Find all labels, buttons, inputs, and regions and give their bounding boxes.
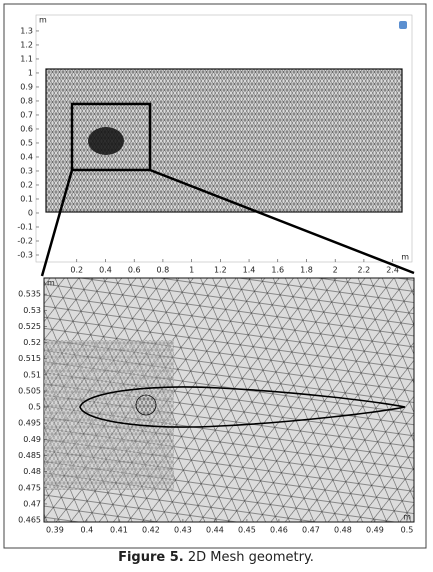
y-tick-label: 0.6 [20,124,33,133]
y-tick-label: 0 [28,208,33,217]
x-tick-label: 0.5 [401,526,414,535]
y-unit: m [47,279,55,288]
y-tick-label: 0.4 [20,152,33,161]
y-tick-label: 0.1 [20,194,33,203]
y-unit: m [39,16,47,25]
x-tick-label: 1.2 [214,266,227,275]
y-tick-label: 0.5 [20,138,33,147]
zoom-box [70,102,152,172]
x-tick-label: 0.8 [157,266,170,275]
figure-frame [3,3,427,549]
y-tick-label: 0.51 [23,370,41,379]
y-tick-label: 0.3 [20,166,33,175]
y-tick-label: 0.7 [20,110,33,119]
caption: Figure 5. 2D Mesh geometry. [118,550,314,565]
x-tick-label: 1.6 [271,266,284,275]
x-tick-label: 0.42 [142,526,160,535]
x-tick-label: 0.6 [128,266,141,275]
y-tick-label: -0.3 [17,250,33,259]
y-tick-label: 0.49 [23,435,41,444]
zoom-connector [149,168,415,275]
caption-text: 2D Mesh geometry. [188,550,314,565]
y-tick-label: 0.495 [18,419,41,428]
y-tick-label: 0.2 [20,180,33,189]
y-tick-label: 0.535 [18,290,41,299]
view-icon [399,21,407,29]
y-tick-label: -0.1 [17,222,33,231]
x-tick-label: 0.44 [206,526,224,535]
x-unit: m [401,253,409,262]
y-tick-label: 1.1 [20,54,33,63]
x-tick-label: 0.48 [334,526,352,535]
x-tick-label: 1 [189,266,194,275]
y-tick-label: 0.48 [23,467,41,476]
x-tick-label: 0.41 [110,526,128,535]
x-tick-label: 0.43 [174,526,192,535]
y-tick-label: 0.5 [28,403,41,412]
y-tick-label: 1.3 [20,26,33,35]
y-tick-label: 0.515 [18,354,41,363]
x-tick-label: 0.2 [70,266,83,275]
y-tick-label: 0.485 [18,451,41,460]
x-tick-label: 2 [333,266,338,275]
x-tick-label: 1.4 [243,266,256,275]
x-tick-label: 0.4 [99,266,112,275]
y-tick-label: 0.525 [18,322,41,331]
x-tick-label: 0.4 [81,526,94,535]
x-tick-label: 0.45 [238,526,256,535]
y-tick-label: 1.2 [20,40,33,49]
y-tick-label: 0.465 [18,516,41,525]
x-tick-label: 0.49 [366,526,384,535]
x-tick-label: 0.47 [302,526,320,535]
y-tick-label: 0.475 [18,483,41,492]
x-tick-label: 1.8 [300,266,313,275]
x-tick-label: 0.39 [46,526,64,535]
x-tick-label: 2.4 [386,266,399,275]
y-tick-label: 0.8 [20,96,33,105]
refined-mesh [88,127,124,155]
y-tick-label: 0.505 [18,386,41,395]
x-tick-label: 0.46 [270,526,288,535]
x-tick-label: 2.2 [358,266,371,275]
x-unit: m [403,513,411,522]
y-tick-label: 1 [28,68,33,77]
caption-label: Figure 5. [118,550,184,565]
y-tick-label: 0.9 [20,82,33,91]
y-tick-label: 0.53 [23,306,41,315]
y-tick-label: 0.47 [23,499,41,508]
y-tick-label: 0.52 [23,338,41,347]
refined-mesh [44,340,174,490]
y-tick-label: -0.2 [17,236,33,245]
zoom-connector [40,169,74,277]
refined-mesh [135,394,157,416]
airfoil [79,386,406,428]
